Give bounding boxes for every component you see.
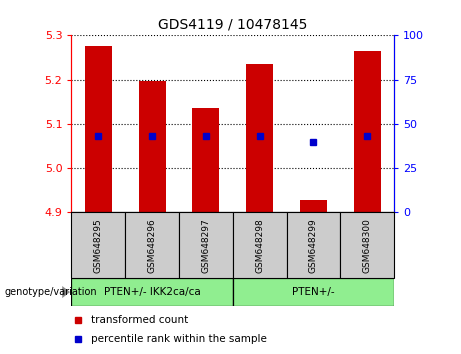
Bar [233, 278, 394, 306]
Bar [125, 212, 179, 278]
Text: PTEN+/-: PTEN+/- [292, 287, 335, 297]
Text: GSM648299: GSM648299 [309, 218, 318, 273]
Bar [193, 108, 219, 212]
Polygon shape [62, 286, 70, 298]
Bar [139, 80, 165, 212]
Bar [340, 212, 394, 278]
Text: transformed count: transformed count [91, 315, 188, 325]
Bar [71, 278, 233, 306]
Text: GSM648300: GSM648300 [363, 218, 372, 273]
Text: percentile rank within the sample: percentile rank within the sample [91, 333, 267, 344]
Bar [300, 200, 327, 212]
Bar [233, 212, 287, 278]
Text: PTEN+/- IKK2ca/ca: PTEN+/- IKK2ca/ca [104, 287, 201, 297]
Title: GDS4119 / 10478145: GDS4119 / 10478145 [158, 17, 307, 32]
Text: GSM648298: GSM648298 [255, 218, 264, 273]
Text: GSM648297: GSM648297 [201, 218, 210, 273]
Text: GSM648295: GSM648295 [94, 218, 103, 273]
Bar [287, 212, 340, 278]
Bar [71, 212, 125, 278]
Bar [85, 46, 112, 212]
Text: genotype/variation: genotype/variation [5, 287, 97, 297]
Bar [179, 212, 233, 278]
Text: GSM648296: GSM648296 [148, 218, 157, 273]
Bar [354, 51, 381, 212]
Bar [246, 64, 273, 212]
